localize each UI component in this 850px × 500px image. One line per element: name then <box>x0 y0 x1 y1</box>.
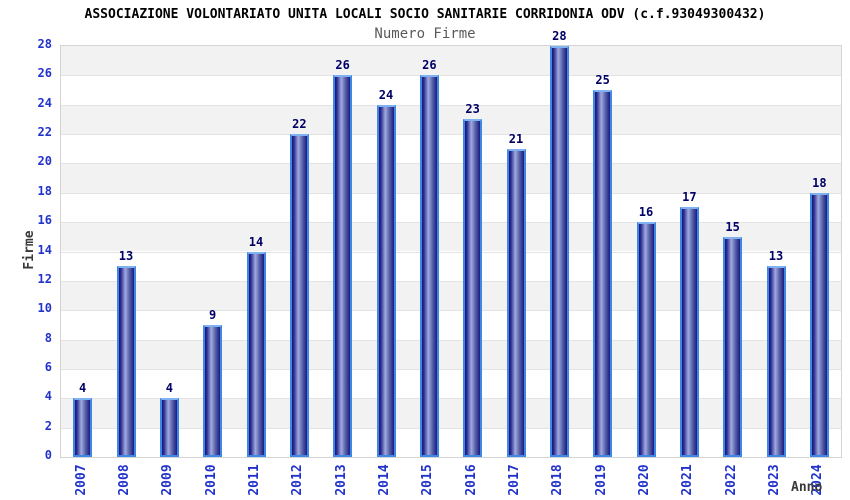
bar-2023 <box>766 266 786 457</box>
x-tick-label: 2009 <box>160 464 176 496</box>
grid-band <box>61 134 841 164</box>
x-tick-label: 2010 <box>203 464 219 496</box>
plot-area: 4 13 4 9 14 22 26 24 26 23 21 28 25 16 17 15 13 18 <box>60 29 842 458</box>
bar-2022 <box>723 236 743 457</box>
bar-value-label: 4 <box>165 381 173 396</box>
x-tick-label: 2019 <box>593 464 609 496</box>
x-tick-label: 2014 <box>377 464 392 496</box>
x-tick-label: 2017 <box>507 464 522 496</box>
chart-title: ASSOCIAZIONE VOLONTARIATO UNITA LOCALI S… <box>84 7 766 22</box>
bar-value-label: 21 <box>508 131 524 146</box>
bar-value-label: 17 <box>682 190 697 205</box>
y-tick-label: 22 <box>37 125 52 140</box>
y-tick-label: 0 <box>44 448 52 462</box>
bar-value-label: 26 <box>335 58 350 73</box>
y-tick-label: 6 <box>44 359 52 374</box>
bar-value-label: 26 <box>422 58 437 73</box>
grid-band <box>61 75 841 105</box>
y-tick-label: 10 <box>37 301 52 316</box>
grid-band <box>61 310 841 340</box>
bar-2009 <box>159 398 179 457</box>
x-tick-label: 2016 <box>463 464 479 496</box>
bar-2007 <box>73 398 93 457</box>
y-tick-label: 20 <box>37 154 52 169</box>
grid-band <box>61 398 841 428</box>
grid-band <box>61 251 841 281</box>
y-tick-label: 8 <box>44 330 52 345</box>
bar-value-label: 18 <box>812 175 827 190</box>
x-tick-label: 2018 <box>550 464 566 496</box>
x-tick-label: 2015 <box>420 464 436 496</box>
x-tick-label: 2020 <box>637 464 652 496</box>
grid-band <box>61 222 841 252</box>
bar-2024 <box>809 192 829 457</box>
bar-2015 <box>419 75 439 457</box>
bar-value-label: 13 <box>118 249 134 264</box>
bar-value-label: 16 <box>638 205 654 220</box>
x-tick-label: 2022 <box>723 464 739 496</box>
bar-value-label: 25 <box>595 73 610 88</box>
bar-value-label: 13 <box>768 249 784 264</box>
y-tick-label: 24 <box>37 95 52 110</box>
grid-band <box>61 46 841 76</box>
bar-2012 <box>289 134 309 457</box>
grid-band <box>61 339 841 369</box>
bar-2021 <box>679 207 699 457</box>
bar-value-label: 15 <box>725 219 740 234</box>
bar-2008 <box>116 266 136 457</box>
y-tick-label: 12 <box>37 271 52 286</box>
x-tick-label: 2011 <box>247 464 262 496</box>
bar-value-label: 9 <box>209 307 217 322</box>
x-tick-label: 2023 <box>767 464 782 496</box>
bar-value-label: 24 <box>378 87 394 102</box>
grid-band <box>61 427 841 457</box>
y-tick-label: 28 <box>37 37 52 51</box>
bar-2011 <box>246 251 266 457</box>
grid-band <box>61 163 841 193</box>
bar-2020 <box>636 222 656 457</box>
bar-2013 <box>333 75 353 457</box>
x-tick-label: 2007 <box>73 464 89 496</box>
bar-value-label: 22 <box>292 117 307 132</box>
y-tick-label: 14 <box>37 242 52 257</box>
bar-2017 <box>506 148 526 457</box>
bar-value-label: 28 <box>552 29 567 43</box>
chart-subtitle: Numero Firme <box>374 26 476 42</box>
grid-band <box>61 192 841 223</box>
x-tick-label: 2012 <box>290 464 306 496</box>
bar-2014 <box>376 104 396 457</box>
grid-band <box>61 368 841 399</box>
bar-2010 <box>203 324 223 457</box>
bar-value-label: 23 <box>465 102 480 117</box>
grid-band <box>61 104 841 135</box>
x-axis-title: Anno <box>791 480 823 495</box>
x-tick-label: 2021 <box>680 464 696 496</box>
grid-band <box>61 280 841 311</box>
bar-2018 <box>549 46 569 457</box>
x-tick-label: 2013 <box>333 464 349 496</box>
bar-2016 <box>463 119 483 457</box>
y-tick-label: 2 <box>44 418 52 433</box>
y-tick-label: 4 <box>44 389 52 404</box>
x-tick-label: 2008 <box>117 464 132 496</box>
y-tick-label: 16 <box>37 213 52 228</box>
y-tick-label: 26 <box>37 66 52 81</box>
bar-2019 <box>593 90 613 457</box>
bar-value-label: 14 <box>248 234 264 249</box>
bar-value-label: 4 <box>79 381 87 396</box>
y-tick-label: 18 <box>37 183 52 198</box>
y-axis-title: Firme <box>22 230 37 270</box>
